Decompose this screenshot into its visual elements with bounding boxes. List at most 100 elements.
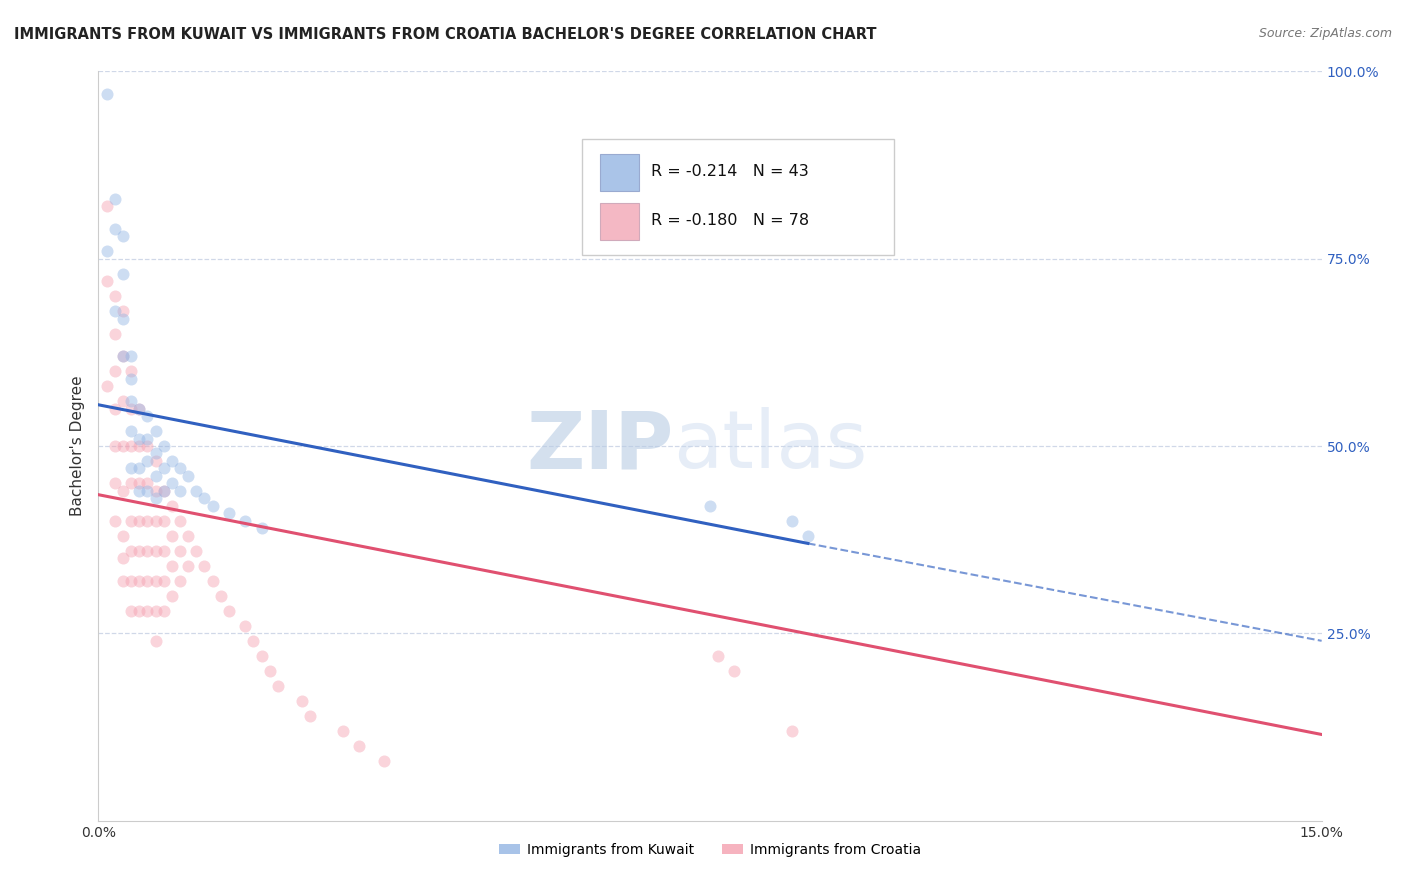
Point — [267, 679, 290, 693]
Point — [96, 244, 118, 259]
Point — [152, 461, 174, 475]
Point — [120, 574, 142, 588]
Point — [177, 558, 200, 573]
Text: atlas: atlas — [673, 407, 868, 485]
Point — [111, 267, 134, 281]
Point — [120, 364, 142, 378]
Point — [104, 364, 127, 378]
Point — [136, 514, 159, 528]
Point — [96, 274, 118, 288]
Point — [111, 483, 134, 498]
Point — [128, 476, 150, 491]
Point — [780, 723, 803, 738]
Point — [193, 558, 215, 573]
FancyBboxPatch shape — [600, 154, 640, 191]
Point — [120, 476, 142, 491]
Point — [145, 424, 167, 438]
Point — [136, 432, 159, 446]
Point — [152, 514, 174, 528]
Point — [169, 574, 191, 588]
Point — [160, 476, 183, 491]
Point — [699, 499, 721, 513]
Point — [160, 529, 183, 543]
Point — [104, 326, 127, 341]
Point — [111, 574, 134, 588]
Point — [145, 633, 167, 648]
Point — [145, 574, 167, 588]
Point — [177, 529, 200, 543]
Point — [136, 544, 159, 558]
Point — [373, 754, 395, 768]
Point — [104, 304, 127, 318]
Point — [145, 446, 167, 460]
Text: R = -0.180   N = 78: R = -0.180 N = 78 — [651, 213, 810, 228]
Point — [111, 439, 134, 453]
FancyBboxPatch shape — [600, 203, 640, 240]
Point — [111, 311, 134, 326]
Point — [145, 544, 167, 558]
Point — [250, 648, 273, 663]
Legend: Immigrants from Kuwait, Immigrants from Croatia: Immigrants from Kuwait, Immigrants from … — [494, 838, 927, 863]
Point — [349, 739, 371, 753]
Point — [723, 664, 745, 678]
Point — [136, 476, 159, 491]
Point — [136, 483, 159, 498]
Point — [111, 349, 134, 363]
Point — [145, 491, 167, 506]
Point — [120, 604, 142, 618]
Y-axis label: Bachelor's Degree: Bachelor's Degree — [69, 376, 84, 516]
Point — [111, 349, 134, 363]
Point — [169, 514, 191, 528]
Point — [104, 221, 127, 235]
Text: IMMIGRANTS FROM KUWAIT VS IMMIGRANTS FROM CROATIA BACHELOR'S DEGREE CORRELATION : IMMIGRANTS FROM KUWAIT VS IMMIGRANTS FRO… — [14, 27, 876, 42]
Point — [259, 664, 281, 678]
Point — [152, 604, 174, 618]
Point — [177, 469, 200, 483]
Point — [104, 401, 127, 416]
Point — [96, 199, 118, 213]
Point — [111, 529, 134, 543]
Point — [120, 349, 142, 363]
Point — [218, 507, 240, 521]
Point — [111, 394, 134, 409]
Point — [120, 461, 142, 475]
Point — [299, 708, 322, 723]
Point — [145, 454, 167, 468]
Point — [152, 544, 174, 558]
Point — [145, 514, 167, 528]
Point — [120, 424, 142, 438]
Point — [136, 604, 159, 618]
Point — [104, 476, 127, 491]
Point — [169, 544, 191, 558]
Point — [128, 439, 150, 453]
Point — [160, 589, 183, 603]
Text: ZIP: ZIP — [526, 407, 673, 485]
Point — [120, 401, 142, 416]
Point — [186, 544, 208, 558]
Point — [104, 289, 127, 303]
Point — [128, 514, 150, 528]
Point — [233, 619, 256, 633]
Point — [128, 461, 150, 475]
Point — [780, 514, 803, 528]
Point — [128, 604, 150, 618]
Text: Source: ZipAtlas.com: Source: ZipAtlas.com — [1258, 27, 1392, 40]
Point — [120, 394, 142, 409]
Point — [169, 483, 191, 498]
Point — [120, 514, 142, 528]
Point — [145, 483, 167, 498]
Point — [160, 558, 183, 573]
Point — [96, 379, 118, 393]
Point — [332, 723, 354, 738]
Point — [250, 521, 273, 535]
Point — [111, 229, 134, 244]
Point — [128, 401, 150, 416]
Point — [128, 401, 150, 416]
Point — [201, 499, 224, 513]
Point — [242, 633, 264, 648]
Point — [186, 483, 208, 498]
Point — [136, 454, 159, 468]
Point — [96, 87, 118, 101]
Point — [128, 432, 150, 446]
Point — [152, 439, 174, 453]
